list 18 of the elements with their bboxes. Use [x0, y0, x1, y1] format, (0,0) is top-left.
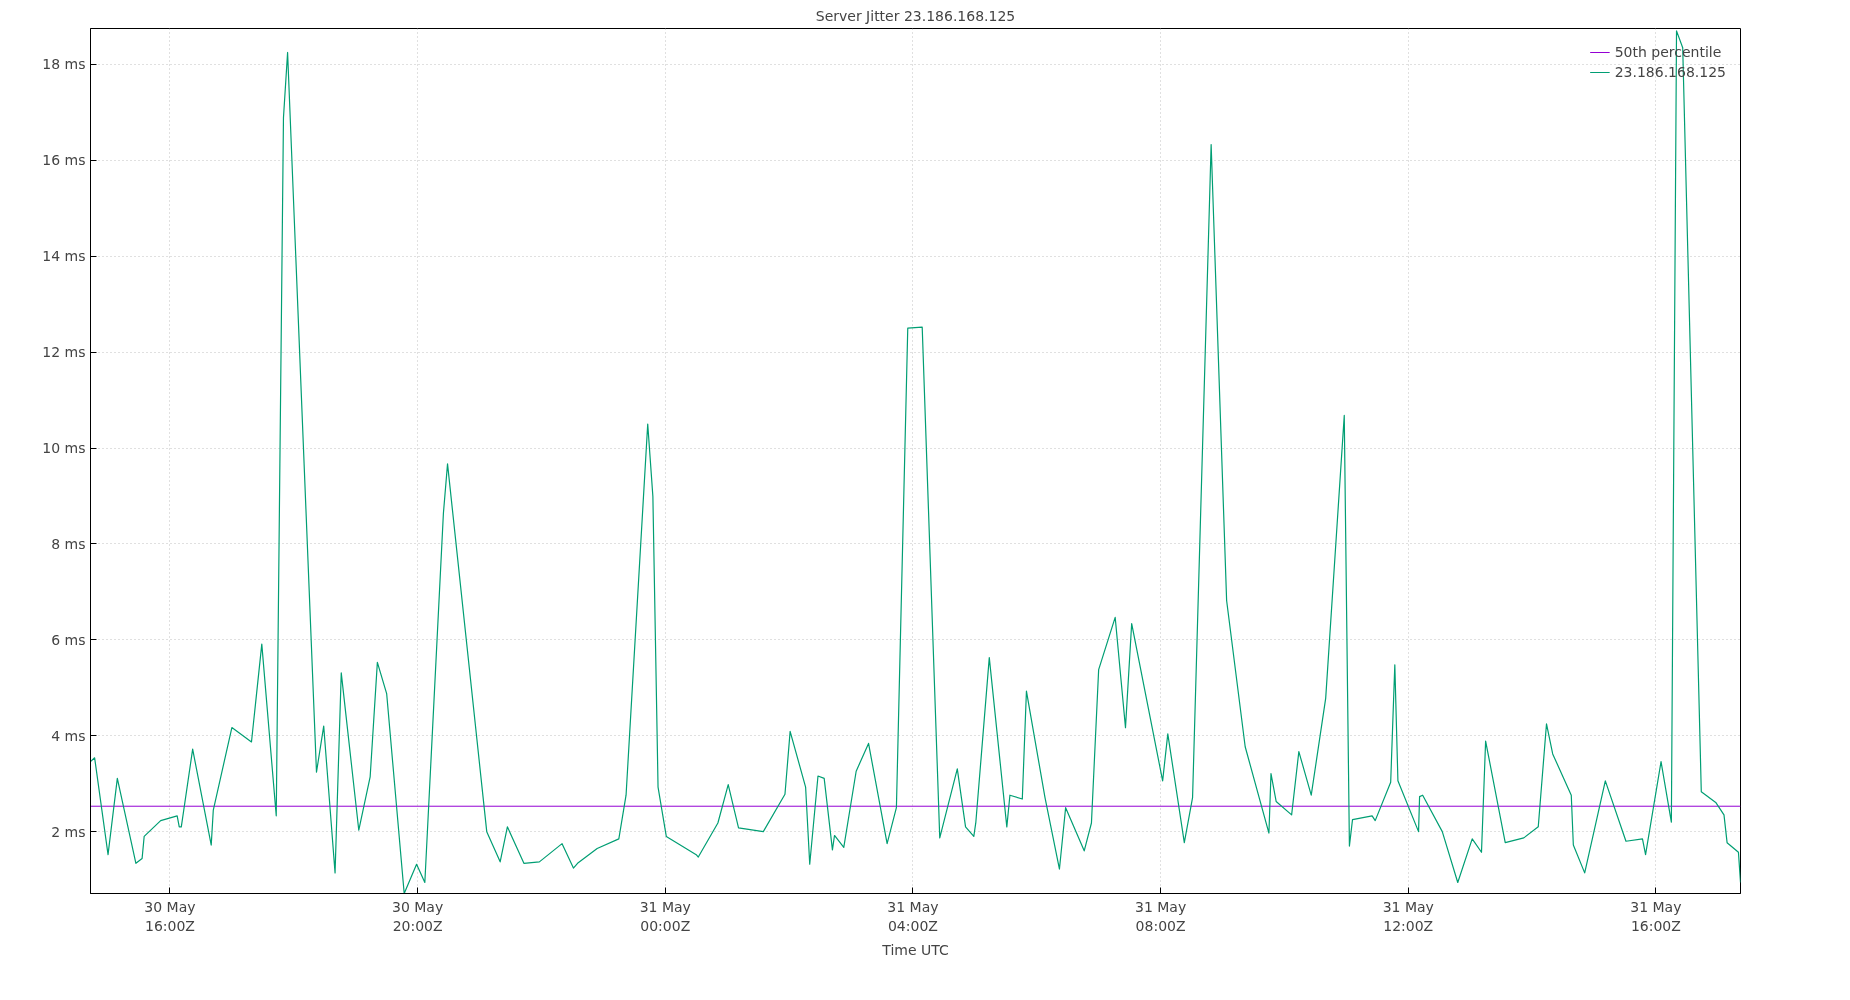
y-tick-label: 16 ms [42, 152, 86, 169]
x-tick-label: 31 May 08:00Z [1134, 898, 1187, 934]
y-tick-label: 4 ms [51, 727, 86, 744]
y-tick-label: 18 ms [42, 56, 86, 73]
y-tick-label: 10 ms [42, 440, 86, 457]
y-tick-label: 6 ms [51, 631, 86, 648]
x-tick-label: 31 May 12:00Z [1382, 898, 1434, 934]
y-tick-label: 14 ms [42, 248, 86, 265]
x-tick-label: 30 May 16:00Z [144, 898, 196, 934]
x-tick-label: 31 May 16:00Z [1630, 898, 1682, 934]
chart-title: Server Jitter 23.186.168.125 [815, 7, 1016, 24]
y-tick-label: 12 ms [42, 344, 86, 361]
y-tick-label: 2 ms [51, 823, 86, 840]
y-tick-label: 8 ms [51, 535, 86, 552]
x-axis-title: Time UTC [881, 941, 949, 958]
x-tick-label: 30 May 20:00Z [392, 898, 444, 934]
x-tick-label: 31 May 00:00Z [639, 898, 691, 934]
x-tick-label: 31 May 04:00Z [887, 898, 939, 934]
